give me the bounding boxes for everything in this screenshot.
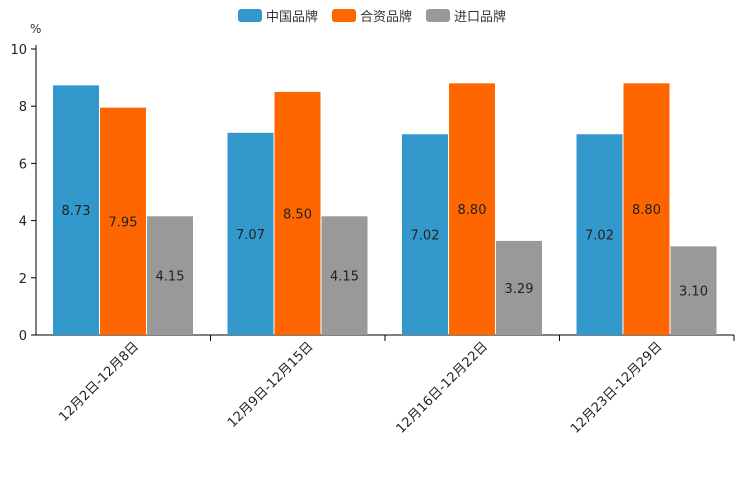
legend-swatch-import — [426, 9, 450, 22]
bar-china — [402, 134, 448, 335]
data-label: 8.80 — [458, 203, 487, 218]
data-label: 8.80 — [632, 203, 661, 218]
data-label: 8.50 — [283, 207, 312, 222]
legend-item-import[interactable]: 进口品牌 — [426, 6, 506, 25]
legend-label-jv: 合资品牌 — [359, 10, 412, 25]
bar-import — [670, 246, 717, 335]
y-tick-label: 2 — [19, 272, 27, 287]
legend-item-jv[interactable]: 合资品牌 — [331, 6, 412, 25]
data-label: 4.15 — [330, 270, 359, 285]
data-label: 7.02 — [411, 229, 440, 244]
bar-import — [147, 216, 193, 335]
data-label: 4.15 — [156, 270, 185, 285]
bar-jv — [274, 91, 321, 336]
bar-china — [53, 85, 99, 336]
data-label: 7.95 — [109, 215, 138, 230]
x-tick-label: 12月9日-12月15日 — [225, 339, 317, 431]
bar-jv — [100, 107, 146, 335]
y-axis-unit: % — [30, 22, 42, 36]
legend-swatch-jv — [331, 9, 356, 22]
data-label: 3.10 — [679, 285, 708, 300]
bar-import — [496, 240, 542, 335]
y-tick-label: 8 — [19, 100, 27, 115]
legend: 中国品牌 合资品牌 进口品牌 — [0, 6, 744, 25]
x-tick-label: 12月2日-12月8日 — [56, 339, 142, 425]
data-label: 8.73 — [62, 204, 91, 219]
legend-swatch-china — [237, 9, 262, 22]
x-tick-label: 12月23日-12月29日 — [568, 339, 665, 436]
legend-label-china: 中国品牌 — [265, 10, 318, 25]
y-tick-label: 0 — [19, 329, 27, 344]
x-tick-label: 12月16日-12月22日 — [394, 339, 491, 436]
data-label: 3.29 — [505, 282, 534, 297]
y-tick-label: 4 — [19, 215, 27, 230]
bar-china — [576, 134, 623, 335]
data-label: 7.07 — [236, 228, 265, 243]
bar-china — [227, 132, 274, 335]
data-label: 7.02 — [585, 229, 614, 244]
bar-jv — [623, 83, 670, 335]
legend-item-china[interactable]: 中国品牌 — [237, 6, 318, 25]
legend-label-import: 进口品牌 — [454, 10, 507, 25]
y-tick-label: 10 — [10, 43, 27, 58]
bar-import — [321, 216, 368, 335]
y-tick-label: 6 — [19, 157, 27, 172]
bar-jv — [449, 83, 495, 335]
